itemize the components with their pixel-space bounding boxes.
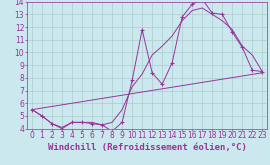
X-axis label: Windchill (Refroidissement éolien,°C): Windchill (Refroidissement éolien,°C) bbox=[48, 143, 247, 152]
